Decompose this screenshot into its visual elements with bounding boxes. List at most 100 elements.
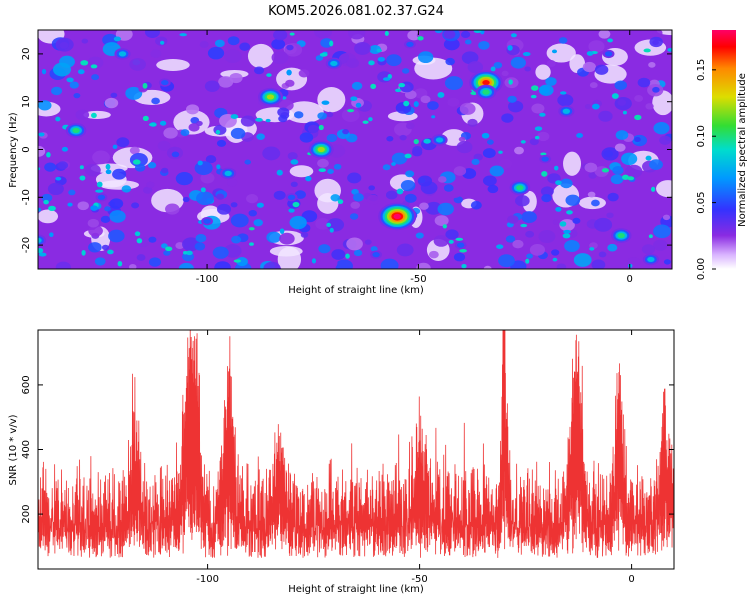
spectrogram-blob bbox=[588, 172, 597, 179]
spectrogram-blob bbox=[385, 190, 398, 200]
spectrogram-blob-core bbox=[376, 48, 382, 53]
spectrogram-blob-core bbox=[292, 201, 300, 208]
spectrogram-blob bbox=[44, 162, 57, 172]
spectrogram-blob-core bbox=[215, 129, 221, 135]
spectrogram-blob bbox=[300, 232, 309, 238]
spectrogram-peak-21 bbox=[97, 194, 106, 200]
spectrogram-blob bbox=[94, 257, 106, 266]
spectrogram-blob bbox=[584, 104, 592, 110]
spectrogram-blob bbox=[487, 139, 494, 145]
spectrogram-blob-core bbox=[265, 118, 271, 123]
spectrogram-blob-core bbox=[539, 112, 546, 117]
spectrogram-blob-core bbox=[179, 33, 187, 37]
spectrogram-blob-core bbox=[38, 207, 42, 212]
spectrogram-blob-core bbox=[48, 205, 56, 211]
spectrogram-blob bbox=[434, 30, 443, 34]
y-tick-label: 400 bbox=[21, 440, 32, 459]
spectrogram-peak-12 bbox=[224, 170, 232, 176]
spectrogram-blob bbox=[614, 80, 628, 91]
spectrogram-blob bbox=[545, 77, 557, 86]
spectrogram-blob bbox=[653, 122, 670, 135]
spectrogram-blob bbox=[645, 103, 654, 110]
spectrogram-peak-22 bbox=[541, 156, 549, 162]
spectrogram-blob-core bbox=[159, 120, 167, 126]
spectrogram-blob bbox=[335, 259, 353, 269]
spectrogram-blob-core bbox=[347, 108, 355, 113]
spectrogram-blob bbox=[498, 254, 515, 268]
spectrogram-blob bbox=[236, 256, 248, 267]
spectrogram-blob bbox=[68, 189, 76, 196]
spectrogram-blob bbox=[587, 191, 596, 198]
spectrogram-blob bbox=[256, 133, 265, 140]
spectrogram-blob bbox=[663, 259, 671, 265]
spectrogram-blob bbox=[649, 36, 663, 48]
spectrogram-blob bbox=[194, 242, 206, 251]
spectrogram-blob bbox=[73, 92, 81, 99]
spectrogram-blob bbox=[351, 81, 363, 90]
spectrogram-blob bbox=[285, 79, 295, 87]
spectrogram-blob bbox=[386, 54, 402, 67]
spectrogram-blob-core bbox=[81, 249, 86, 256]
spectrogram-trough bbox=[99, 180, 140, 190]
x-tick-label: 0 bbox=[628, 574, 634, 585]
spectrogram-blob bbox=[467, 118, 478, 127]
spectrogram-peak-7 bbox=[72, 127, 80, 133]
spectrogram-blob-core bbox=[508, 79, 513, 85]
spectrogram-blob-core bbox=[95, 189, 104, 193]
x-tick-label: 0 bbox=[627, 274, 633, 285]
spectrogram-blob bbox=[88, 242, 102, 253]
spectrogram-blob-core bbox=[368, 60, 375, 66]
spectrogram-blob bbox=[538, 229, 556, 243]
spectrogram-blob-core bbox=[337, 199, 344, 205]
spectrogram-blob bbox=[143, 186, 153, 194]
spectrogram-blob bbox=[81, 38, 89, 44]
spectrogram-blob bbox=[146, 181, 155, 189]
spectrogram-blob bbox=[648, 62, 656, 68]
spectrogram-blob bbox=[659, 135, 672, 145]
spectrogram-blob bbox=[294, 111, 304, 119]
spectrogram-blob bbox=[588, 40, 605, 53]
spectrogram-blob bbox=[175, 242, 185, 249]
spectrogram-blob bbox=[331, 249, 346, 260]
spectrogram-blob-core bbox=[576, 132, 584, 138]
spectrogram-blob-core bbox=[311, 258, 317, 264]
spectrogram-blob-core bbox=[520, 223, 528, 228]
spectrogram-blob bbox=[402, 68, 410, 74]
spectrogram-blob bbox=[41, 193, 53, 203]
spectrogram-blob bbox=[214, 39, 225, 48]
spectrogram-blob bbox=[564, 240, 580, 253]
spectrogram-blob-core bbox=[534, 126, 543, 131]
spectrogram-blob-core bbox=[525, 258, 530, 264]
spectrogram-blob bbox=[253, 219, 263, 227]
spectrogram-blob-core bbox=[555, 206, 562, 212]
spectrogram-blob bbox=[333, 163, 342, 170]
spectrogram-blob-core bbox=[551, 49, 558, 54]
spectrogram-blob bbox=[505, 235, 516, 243]
spectrogram-blob bbox=[487, 184, 499, 194]
spectrogram-blob-core bbox=[589, 247, 595, 251]
spectrogram-blob bbox=[121, 185, 132, 193]
spectrogram-blob bbox=[445, 57, 455, 66]
spectrogram-blob bbox=[443, 30, 456, 39]
spectrogram-blob bbox=[405, 170, 415, 178]
spectrogram-blob bbox=[482, 148, 496, 159]
spectrogram-blob bbox=[556, 263, 567, 269]
spectrogram-blob-core bbox=[377, 56, 385, 62]
spectrogram-blob-core bbox=[148, 123, 157, 127]
spectrogram-blob-core bbox=[79, 175, 86, 181]
spectrogram-blob bbox=[207, 46, 225, 60]
spectrogram-blob bbox=[69, 81, 79, 89]
spectrogram-blob bbox=[346, 237, 363, 251]
spectrogram-blob bbox=[641, 244, 655, 255]
spectrogram-blob bbox=[598, 251, 607, 258]
spectrogram-blob-core bbox=[455, 237, 464, 241]
spectrogram-blob bbox=[224, 49, 242, 64]
spectrogram-blob-core bbox=[96, 181, 103, 188]
spectrogram-peak-19 bbox=[287, 194, 296, 200]
spectrogram-blob-core bbox=[566, 210, 573, 215]
snr-y-ticks: 200 400 600 bbox=[21, 375, 674, 524]
spectrogram-blob bbox=[75, 109, 90, 121]
spectrogram-blob-core bbox=[522, 52, 531, 57]
spectrogram-blob bbox=[110, 92, 118, 98]
